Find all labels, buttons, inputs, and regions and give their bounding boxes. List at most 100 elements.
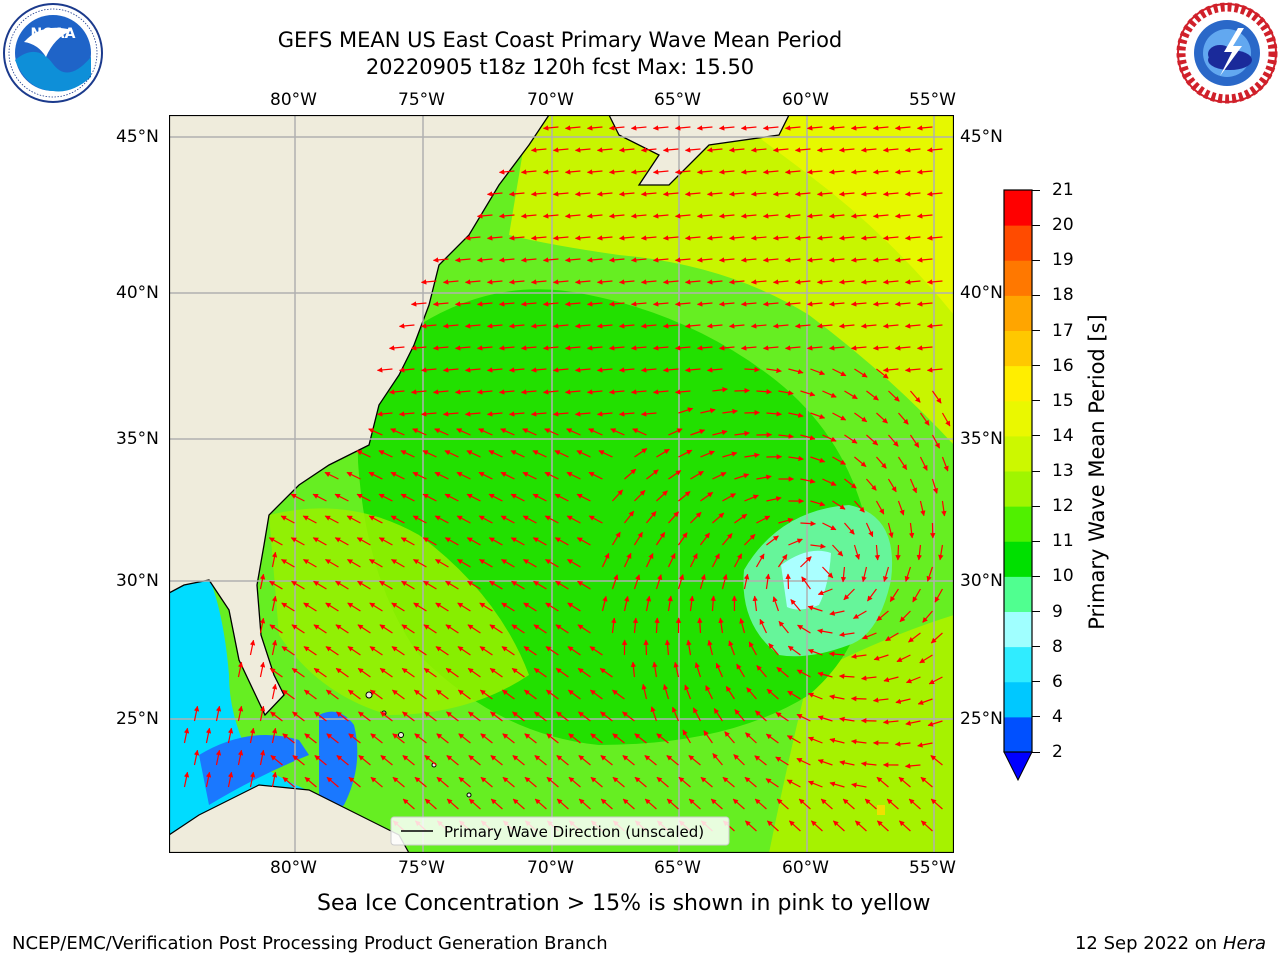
wave-direction-arrow xyxy=(861,675,877,681)
wave-direction-arrow xyxy=(259,749,266,766)
wave-direction-arrow xyxy=(335,580,349,590)
wave-direction-arrow xyxy=(542,125,559,131)
colorbar-segment xyxy=(1004,225,1032,261)
wave-direction-arrow xyxy=(523,646,537,656)
wave-direction-arrow xyxy=(696,213,713,219)
wave-direction-arrow xyxy=(623,552,632,568)
wave-direction-arrow xyxy=(412,515,427,524)
wave-direction-arrow xyxy=(348,776,361,788)
colorbar-segment xyxy=(1004,365,1032,402)
wave-direction-arrow xyxy=(486,367,503,373)
colorbar-segment xyxy=(1004,471,1032,507)
wave-direction-arrow xyxy=(655,574,663,590)
wave-direction-arrow xyxy=(860,191,877,197)
colorbar-tick-label: 14 xyxy=(1052,425,1074,446)
wave-direction-arrow xyxy=(640,279,657,285)
wave-direction-arrow xyxy=(697,617,703,634)
noaa-logo: NOAA xyxy=(2,2,104,104)
wave-direction-arrow xyxy=(898,820,911,832)
wave-direction-arrow xyxy=(356,450,371,458)
wave-direction-arrow xyxy=(444,493,459,502)
wave-direction-arrow xyxy=(744,452,760,459)
wave-direction-arrow xyxy=(766,535,779,546)
wave-direction-arrow xyxy=(919,456,928,471)
wave-direction-arrow xyxy=(282,733,295,744)
colorbar-segment xyxy=(1004,330,1032,367)
wave-direction-arrow xyxy=(467,667,481,678)
wave-direction-arrow xyxy=(270,711,283,722)
wave-direction-arrow xyxy=(652,345,669,351)
wave-direction-arrow xyxy=(772,279,789,285)
wave-direction-arrow xyxy=(674,169,691,175)
wave-direction-arrow xyxy=(376,411,393,417)
wave-direction-arrow xyxy=(743,573,750,590)
wave-direction-arrow xyxy=(703,730,713,744)
wave-direction-arrow xyxy=(402,711,415,722)
wave-direction-arrow xyxy=(927,720,943,727)
wave-direction-arrow xyxy=(766,688,779,700)
wave-direction-arrow xyxy=(183,727,190,744)
wave-direction-arrow xyxy=(817,588,833,596)
wave-direction-arrow xyxy=(523,558,537,568)
wave-direction-arrow xyxy=(370,776,383,788)
wave-direction-arrow xyxy=(778,517,794,524)
wave-direction-arrow xyxy=(777,554,788,568)
wave-direction-arrow xyxy=(388,389,405,395)
wave-direction-arrow xyxy=(369,558,383,568)
wave-direction-arrow xyxy=(379,624,393,634)
wave-direction-arrow xyxy=(882,367,899,373)
wave-direction-arrow xyxy=(335,624,349,634)
wave-direction-arrow xyxy=(326,733,339,744)
wave-direction-arrow xyxy=(542,301,559,307)
wave-direction-arrow xyxy=(618,411,635,417)
wave-direction-arrow xyxy=(410,389,427,395)
chart-title: GEFS MEAN US East Coast Primary Wave Mea… xyxy=(277,28,843,52)
wave-direction-arrow xyxy=(673,661,680,678)
wave-direction-arrow xyxy=(766,411,782,417)
wave-direction-arrow xyxy=(800,478,816,484)
wave-direction-arrow xyxy=(633,531,643,546)
wave-direction-arrow xyxy=(346,515,361,524)
wave-direction-arrow xyxy=(522,471,537,480)
wave-direction-arrow xyxy=(696,125,713,131)
wave-direction-arrow xyxy=(904,367,921,373)
wave-direction-arrow xyxy=(564,301,581,307)
wave-direction-arrow xyxy=(523,689,537,700)
wave-direction-arrow xyxy=(498,169,515,175)
wave-direction-arrow xyxy=(908,632,921,643)
wave-direction-arrow xyxy=(358,711,371,722)
bermuda-marker xyxy=(877,805,885,815)
wave-direction-arrow xyxy=(544,428,559,436)
wave-direction-arrow xyxy=(822,434,837,442)
wave-direction-arrow xyxy=(684,235,701,241)
wave-direction-arrow xyxy=(498,389,515,395)
colorbar-tick-label: 16 xyxy=(1052,355,1074,376)
wave-direction-arrow xyxy=(567,558,581,568)
wave-direction-arrow xyxy=(734,473,750,480)
wave-direction-arrow xyxy=(435,602,449,612)
wave-direction-arrow xyxy=(865,522,874,538)
wave-direction-arrow xyxy=(860,147,877,153)
colorbar-under-triangle xyxy=(1003,751,1033,782)
wave-direction-arrow xyxy=(794,323,811,329)
wave-direction-arrow xyxy=(608,301,625,307)
wave-direction-arrow xyxy=(718,345,735,351)
wave-direction-arrow xyxy=(445,624,459,634)
wave-direction-arrow xyxy=(666,755,679,766)
wave-direction-arrow xyxy=(740,169,757,175)
wave-direction-arrow xyxy=(750,191,767,197)
wave-direction-arrow xyxy=(486,323,503,329)
wave-direction-arrow xyxy=(909,434,920,448)
wave-direction-arrow xyxy=(643,639,649,656)
wave-direction-arrow xyxy=(369,602,383,612)
wave-direction-arrow xyxy=(454,345,471,351)
wave-direction-arrow xyxy=(817,715,833,722)
wave-direction-arrow xyxy=(313,580,327,590)
wave-direction-arrow xyxy=(734,387,750,394)
wave-direction-arrow xyxy=(511,624,525,634)
wave-direction-arrow xyxy=(696,257,713,263)
lat-label-right: 35°N xyxy=(960,429,1003,449)
wave-direction-arrow xyxy=(457,646,471,656)
wave-direction-arrow xyxy=(325,558,339,568)
wave-direction-arrow xyxy=(816,279,833,285)
